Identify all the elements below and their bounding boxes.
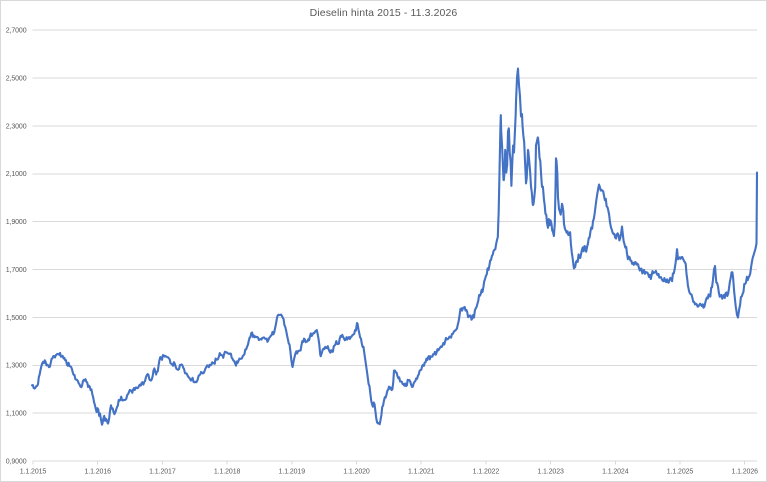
svg-text:2,3000: 2,3000 <box>6 123 27 130</box>
svg-text:1.1.2019: 1.1.2019 <box>279 469 306 476</box>
svg-text:1.1.2026: 1.1.2026 <box>731 469 758 476</box>
svg-text:1.1.2024: 1.1.2024 <box>602 469 629 476</box>
svg-text:2,1000: 2,1000 <box>6 171 27 178</box>
svg-text:2,5000: 2,5000 <box>6 76 27 83</box>
svg-text:1.1.2018: 1.1.2018 <box>214 469 241 476</box>
svg-text:1,1000: 1,1000 <box>6 411 27 418</box>
svg-text:1,7000: 1,7000 <box>6 267 27 274</box>
svg-text:1,3000: 1,3000 <box>6 363 27 370</box>
svg-text:2,7000: 2,7000 <box>6 28 27 35</box>
svg-text:1.1.2023: 1.1.2023 <box>537 469 564 476</box>
svg-text:0,9000: 0,9000 <box>6 459 27 466</box>
svg-text:Dieselin hinta 2015 - 11.3.202: Dieselin hinta 2015 - 11.3.2026 <box>310 7 458 19</box>
svg-text:1.1.2022: 1.1.2022 <box>473 469 500 476</box>
svg-text:1.1.2016: 1.1.2016 <box>84 469 111 476</box>
svg-text:1.1.2017: 1.1.2017 <box>149 469 176 476</box>
svg-text:1,9000: 1,9000 <box>6 219 27 226</box>
svg-text:1.1.2015: 1.1.2015 <box>20 469 47 476</box>
svg-text:1,5000: 1,5000 <box>6 315 27 322</box>
svg-text:1.1.2025: 1.1.2025 <box>667 469 694 476</box>
svg-text:1.1.2021: 1.1.2021 <box>408 469 435 476</box>
svg-text:1.1.2020: 1.1.2020 <box>343 469 370 476</box>
